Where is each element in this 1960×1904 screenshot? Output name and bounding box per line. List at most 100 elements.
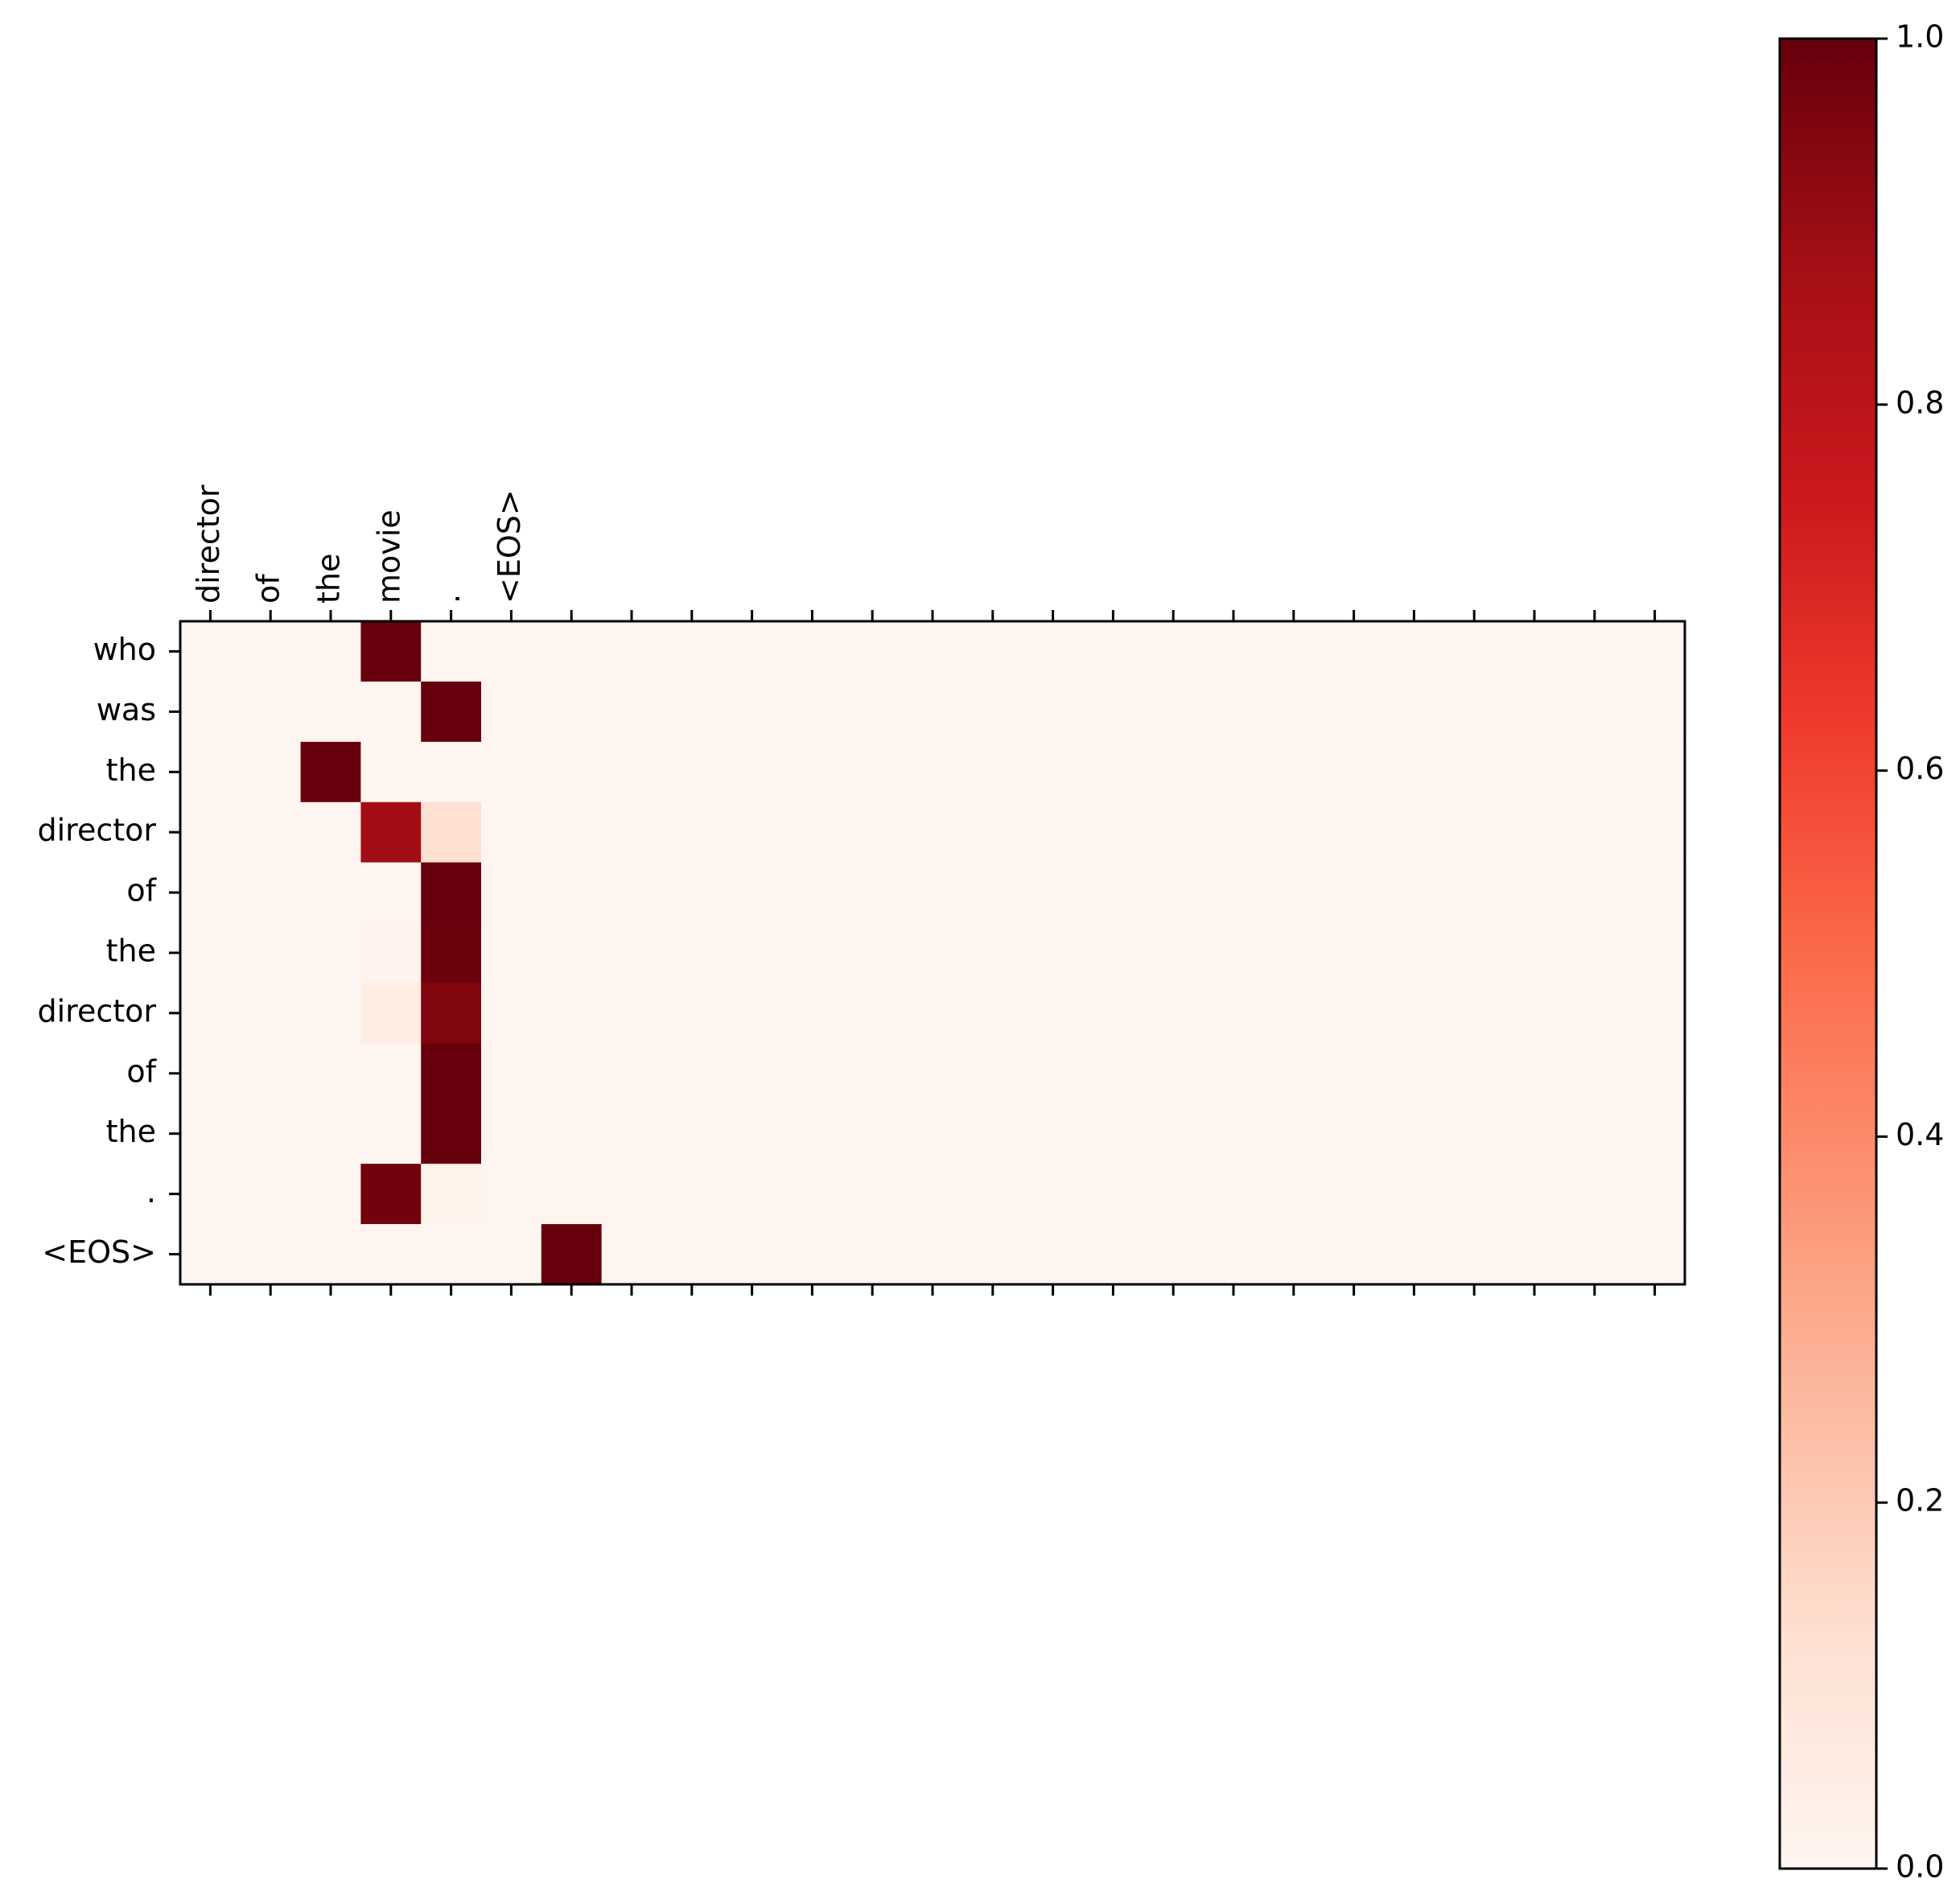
heatmap-cell-r5-c24 [1624,922,1686,984]
heatmap-cell-r3-c20 [1384,802,1445,863]
heatmap-cell-r10-c12 [902,1224,963,1285]
heatmap-cell-r9-c3 [360,1164,422,1225]
heatmap-cell-r10-c18 [1263,1224,1324,1285]
y-tick-label: of [126,873,157,909]
heatmap-cell-r0-c1 [240,621,302,682]
heatmap-cell-r0-c0 [180,621,241,682]
heatmap-cell-r9-c21 [1443,1164,1505,1225]
heatmap-cell-r1-c8 [661,681,723,743]
heatmap-cell-r5-c9 [722,922,783,984]
heatmap-cell-r8-c7 [601,1103,662,1164]
heatmap-cell-r10-c21 [1443,1224,1505,1285]
heatmap-cell-r10-c14 [1023,1224,1084,1285]
heatmap-cell-r9-c2 [300,1164,361,1225]
heatmap-cell-r10-c16 [1143,1224,1204,1285]
heatmap-cell-r3-c16 [1143,802,1204,863]
heatmap-cell-r10-c1 [240,1224,302,1285]
heatmap-cell-r0-c24 [1624,621,1686,682]
heatmap-cell-r7-c9 [722,1043,783,1104]
colorbar-tick-label: 0.0 [1896,1849,1944,1885]
y-tick-label: was [97,692,156,727]
heatmap-cell-r5-c10 [782,922,843,984]
heatmap-cell-r7-c20 [1384,1043,1445,1104]
x-tick-label: the [311,554,347,604]
heatmap-cell-r9-c11 [842,1164,904,1225]
heatmap-cell-r6-c8 [661,983,723,1044]
heatmap-cell-r1-c16 [1143,681,1204,743]
heatmap-cell-r1-c21 [1443,681,1505,743]
heatmap-cell-r6-c16 [1143,983,1204,1044]
heatmap-cell-r10-c23 [1564,1224,1625,1285]
heatmap-cell-r3-c5 [481,802,542,863]
heatmap-cell-r10-c2 [300,1224,361,1285]
heatmap-cell-r1-c6 [541,681,603,743]
heatmap-cell-r6-c2 [300,983,361,1044]
heatmap-cell-r7-c11 [842,1043,904,1104]
heatmap-cell-r4-c4 [421,862,482,924]
heatmap-cell-r10-c17 [1203,1224,1264,1285]
heatmap-cell-r6-c6 [541,983,603,1044]
heatmap-cell-r2-c24 [1624,741,1686,803]
heatmap-cell-r8-c8 [661,1103,723,1164]
heatmap-cell-r3-c24 [1624,802,1686,863]
heatmap-cell-r5-c16 [1143,922,1204,984]
x-axis-ticks [208,610,1657,1296]
heatmap-cell-r10-c22 [1504,1224,1565,1285]
heatmap-cell-r4-c23 [1564,862,1625,924]
y-tick-label: the [106,1114,156,1149]
heatmap-cell-r8-c17 [1203,1103,1264,1164]
heatmap-cell-r0-c14 [1023,621,1084,682]
heatmap-cell-r6-c12 [902,983,963,1044]
heatmap-cell-r10-c7 [601,1224,662,1285]
heatmap-cell-r2-c23 [1564,741,1625,803]
heatmap-cell-r4-c17 [1203,862,1264,924]
heatmap-cell-r2-c2 [300,741,361,803]
heatmap-cell-r9-c10 [782,1164,843,1225]
heatmap-cell-r0-c19 [1324,621,1385,682]
heatmap-cell-r3-c11 [842,802,904,863]
heatmap-cell-r7-c1 [240,1043,302,1104]
heatmap-cell-r1-c14 [1023,681,1084,743]
heatmap-cell-r0-c22 [1504,621,1565,682]
heatmap-cell-r8-c4 [421,1103,482,1164]
heatmap-cell-r6-c5 [481,983,542,1044]
heatmap-cell-r6-c13 [962,983,1023,1044]
x-tick-label: <EOS> [492,489,527,604]
heatmap-cell-r9-c1 [240,1164,302,1225]
heatmap-cell-r2-c12 [902,741,963,803]
heatmap-cell-r9-c9 [722,1164,783,1225]
heatmap-cell-r5-c4 [421,922,482,984]
heatmap-cell-r8-c23 [1564,1103,1625,1164]
heatmap-cell-r6-c17 [1203,983,1264,1044]
heatmap-cell-r3-c23 [1564,802,1625,863]
heatmap-cell-r8-c21 [1443,1103,1505,1164]
heatmap-cell-r2-c22 [1504,741,1565,803]
heatmap-cell-r2-c5 [481,741,542,803]
heatmap-cell-r9-c24 [1624,1164,1686,1225]
heatmap-cell-r1-c24 [1624,681,1686,743]
heatmap-cell-r5-c3 [360,922,422,984]
heatmap-cell-r7-c18 [1263,1043,1324,1104]
heatmap-cell-r4-c11 [842,862,904,924]
heatmap-cell-r1-c20 [1384,681,1445,743]
heatmap-cell-r8-c9 [722,1103,783,1164]
heatmap-cell-r4-c12 [902,862,963,924]
heatmap-cell-r5-c6 [541,922,603,984]
heatmap-cell-r1-c0 [180,681,241,743]
heatmap-cell-r5-c22 [1504,922,1565,984]
heatmap-cell-r4-c8 [661,862,723,924]
heatmap-cells [180,621,1686,1285]
heatmap-cell-r2-c8 [661,741,723,803]
heatmap-cell-r7-c5 [481,1043,542,1104]
heatmap-cell-r1-c13 [962,681,1023,743]
colorbar-tick-label: 1.0 [1896,19,1944,55]
heatmap-cell-r4-c6 [541,862,603,924]
heatmap-cell-r3-c4 [421,802,482,863]
heatmap-cell-r10-c10 [782,1224,843,1285]
heatmap-cell-r6-c14 [1023,983,1084,1044]
heatmap-cell-r2-c14 [1023,741,1084,803]
heatmap-cell-r5-c17 [1203,922,1264,984]
heatmap-cell-r4-c3 [360,862,422,924]
heatmap-cell-r7-c6 [541,1043,603,1104]
heatmap-cell-r0-c11 [842,621,904,682]
